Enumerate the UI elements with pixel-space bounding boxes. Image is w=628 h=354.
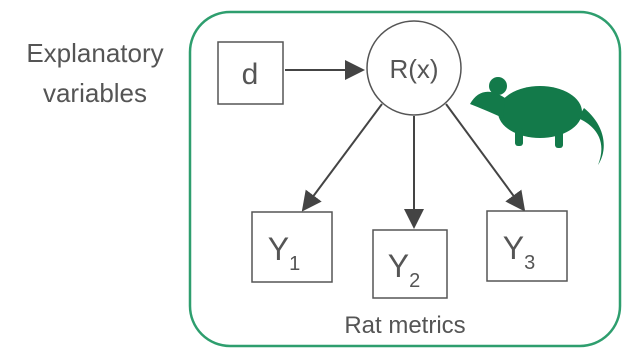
output-sub: 3 [524,252,535,274]
arrow [303,104,382,210]
rat-icon [470,77,604,165]
left-label: Explanatory [26,38,163,68]
model-label: R(x) [389,54,438,84]
output-main: Y [268,231,289,267]
input-label: d [242,58,259,91]
caption: Rat metrics [344,312,465,339]
output-sub: 1 [289,253,300,275]
diagram: Explanatory variables d R(x) Y1 Y2 Y3 Ra… [0,0,628,354]
output-sub: 2 [409,270,420,292]
left-label: variables [43,78,147,108]
output-main: Y [503,230,524,266]
output-main: Y [388,248,409,284]
